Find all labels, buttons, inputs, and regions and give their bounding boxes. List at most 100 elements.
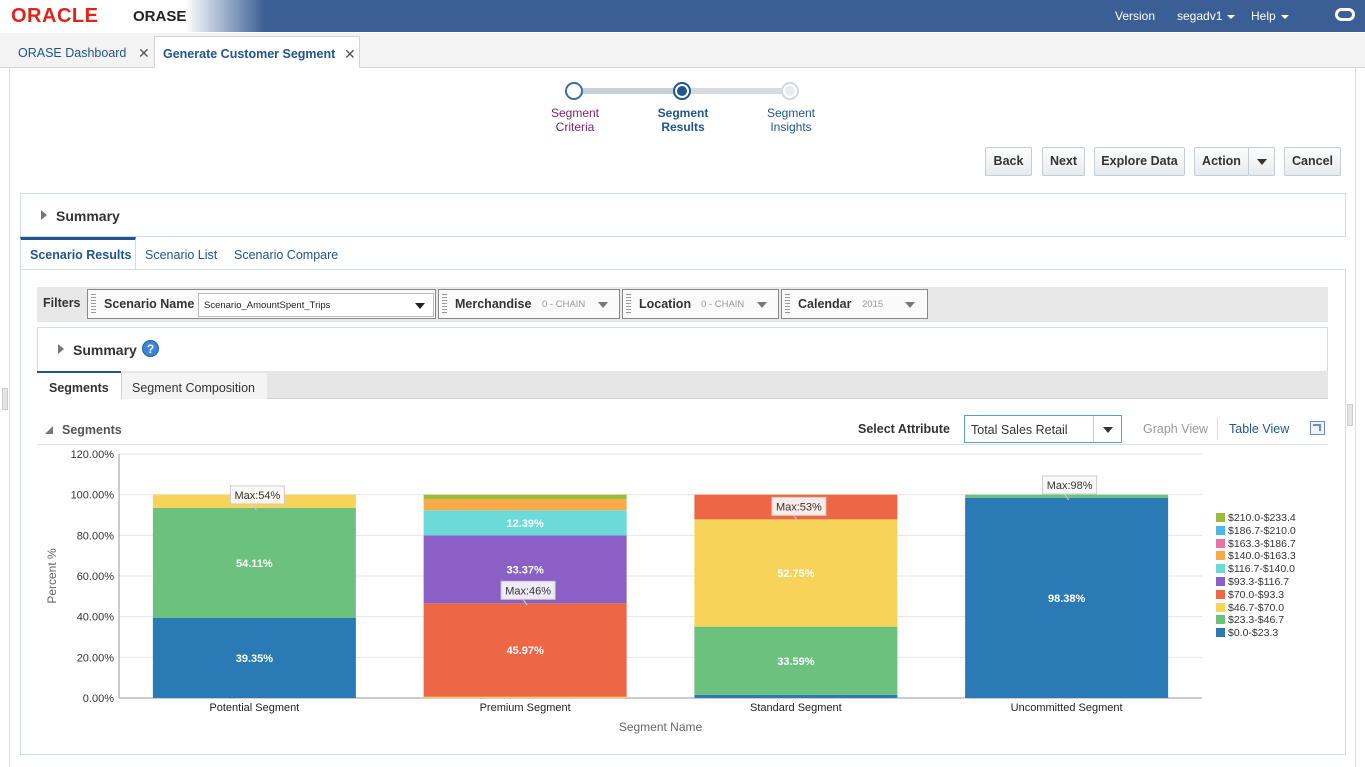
disclose-arrow-icon[interactable] — [41, 210, 47, 220]
drag-handle-icon[interactable] — [626, 294, 631, 314]
legend-item: $93.3-$116.7 — [1216, 576, 1289, 588]
merchandise-filter[interactable]: Merchandise 0 - CHAIN — [438, 289, 620, 319]
legend-item: $0.0-$23.3 — [1216, 627, 1278, 639]
app-name: ORASE — [133, 8, 187, 25]
dropdown-divider — [1093, 416, 1094, 442]
top-banner: ORACLE ORASE Version segadv1 Help — [0, 0, 1365, 32]
help-icon[interactable]: ? — [142, 340, 159, 357]
location-value: 0 - CHAIN — [701, 299, 745, 310]
segments-stacked-bar-chart: 0.00% 20.00% 40.00% 60.00% 80.00% 100.00% 120.… — [45, 449, 1202, 734]
drag-handle-icon[interactable] — [91, 294, 96, 314]
disclose-arrow-icon[interactable] — [58, 344, 64, 354]
close-icon[interactable]: ✕ — [344, 46, 356, 62]
user-menu[interactable]: segadv1 — [1177, 9, 1236, 23]
collapse-triangle-icon[interactable] — [45, 426, 53, 434]
bar-segment — [694, 626, 898, 695]
legend-swatch — [1216, 525, 1225, 535]
bar-segment — [694, 694, 898, 698]
chevron-down-icon[interactable] — [415, 303, 425, 309]
train-label-insights[interactable]: Segment Insights — [766, 106, 816, 134]
select-attribute-label: Select Attribute — [858, 422, 950, 436]
close-icon[interactable]: ✕ — [138, 45, 150, 61]
select-attribute-dropdown[interactable]: Total Sales Retail — [964, 415, 1122, 443]
legend-swatch — [1216, 602, 1225, 612]
chevron-down-icon[interactable] — [757, 302, 767, 308]
document-tab-bar: ORASE Dashboard ✕ Generate Customer Segm… — [0, 33, 1365, 68]
back-button[interactable]: Back — [985, 147, 1032, 176]
legend-swatch — [1216, 577, 1225, 586]
chevron-down-icon — [1227, 14, 1236, 19]
tab-generate-customer-segment[interactable]: Generate Customer Segment ✕ — [154, 36, 360, 68]
legend-swatch — [1216, 564, 1225, 574]
summary-panel: Summary — [20, 193, 1346, 237]
chevron-down-icon[interactable] — [598, 302, 608, 308]
cancel-button[interactable]: Cancel — [1284, 147, 1341, 176]
data-label: 39.35% — [236, 653, 274, 665]
tab-segment-composition[interactable]: Segment Composition — [121, 373, 267, 399]
scenario-name-select[interactable]: Scenario_AmountSpent_Trips — [198, 293, 434, 317]
data-label: 98.38% — [1048, 593, 1086, 605]
tab-segments-label: Segments — [49, 381, 109, 395]
explore-data-button[interactable]: Explore Data — [1094, 147, 1185, 176]
tab-scenario-list[interactable]: Scenario List — [145, 248, 218, 262]
legend-item: $70.0-$93.3 — [1216, 589, 1284, 601]
train-connector — [582, 88, 682, 94]
oracle-logo: ORACLE — [11, 5, 99, 27]
version-link[interactable]: Version — [1115, 9, 1156, 23]
chevron-down-icon[interactable] — [905, 302, 915, 308]
legend-label: $70.0-$93.3 — [1228, 588, 1285, 601]
oracle-ring-icon[interactable] — [1335, 8, 1355, 21]
tab-segments[interactable]: Segments — [37, 371, 121, 400]
bar-segment — [423, 510, 627, 536]
tab-scenario-compare[interactable]: Scenario Compare — [234, 248, 339, 262]
merchandise-value: 0 - CHAIN — [542, 299, 586, 310]
summary-heading[interactable]: Summary — [56, 208, 120, 224]
graph-view-link[interactable]: Graph View — [1143, 422, 1209, 436]
tab-orase-dashboard[interactable]: ORASE Dashboard ✕ — [8, 36, 155, 68]
segments-heading[interactable]: Segments — [62, 423, 122, 437]
tab-scenario-results[interactable] — [20, 237, 136, 270]
inner-summary-heading[interactable]: Summary — [73, 342, 137, 358]
max-callout-label: Max:54% — [234, 490, 280, 502]
legend-label: $186.7-$210.0 — [1228, 524, 1296, 537]
brand-area: ORACLE ORASE — [0, 0, 265, 32]
data-label: 52.75% — [777, 568, 815, 580]
help-menu[interactable]: Help — [1251, 9, 1289, 23]
tab-scenario-results-label[interactable]: Scenario Results — [30, 248, 132, 262]
calendar-filter[interactable]: Calendar 2015 — [781, 289, 928, 319]
main-content — [9, 68, 1356, 767]
bar-segment — [965, 497, 1169, 698]
train-step-segment-results[interactable] — [673, 82, 691, 100]
y-axis-title: Percent % — [45, 548, 59, 604]
detach-icon[interactable] — [1310, 421, 1325, 435]
left-pane-handle[interactable] — [2, 388, 8, 410]
train-label-results: Segment Results — [657, 106, 709, 134]
action-button[interactable]: Action — [1194, 147, 1249, 176]
legend-swatch — [1216, 589, 1225, 599]
y-tick-label: 120.00% — [71, 449, 115, 461]
next-button[interactable]: Next — [1042, 147, 1085, 176]
legend-label: $210.0-$233.4 — [1228, 512, 1296, 524]
location-filter[interactable]: Location 0 - CHAIN — [622, 289, 779, 319]
train-label-criteria[interactable]: Segment Criteria — [550, 106, 600, 134]
drag-handle-icon[interactable] — [785, 294, 790, 314]
legend-item: $163.3-$186.7 — [1216, 538, 1296, 550]
drag-handle-icon[interactable] — [442, 294, 447, 314]
legend-item: $210.0-$233.4 — [1216, 512, 1296, 524]
scenario-name-filter[interactable]: Scenario Name Scenario_AmountSpent_Trips — [87, 289, 436, 319]
y-tick-label: 20.00% — [77, 652, 115, 664]
action-dropdown-button[interactable] — [1248, 147, 1275, 176]
max-callout-pointer — [251, 503, 257, 511]
right-pane-handle[interactable] — [1347, 404, 1353, 426]
max-callout-box — [500, 580, 556, 600]
data-label: 33.37% — [506, 564, 544, 576]
legend-item: $46.7-$70.0 — [1216, 602, 1284, 614]
chevron-down-icon[interactable] — [1103, 427, 1113, 433]
x-tick-label: Premium Segment — [480, 702, 571, 714]
legend-swatch — [1216, 513, 1225, 522]
legend-label: $93.3-$116.7 — [1228, 576, 1290, 588]
bar-segment — [152, 617, 356, 698]
train-step-segment-criteria[interactable] — [565, 82, 583, 100]
train-step-segment-insights[interactable] — [781, 82, 799, 100]
table-view-link[interactable]: Table View — [1229, 422, 1290, 436]
